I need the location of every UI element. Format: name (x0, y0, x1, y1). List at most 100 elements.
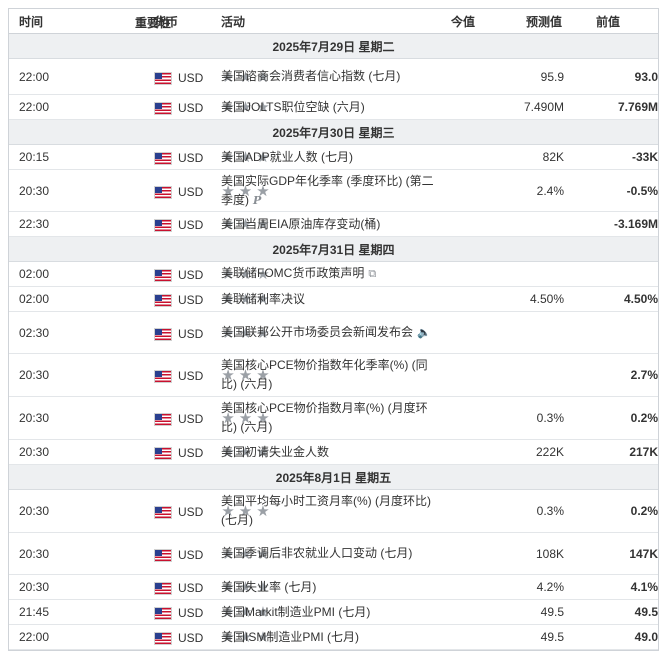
event-name-cell[interactable]: 美国核心PCE物价指数月率(%) (月度环比) (六月) (221, 396, 437, 440)
event-row[interactable]: 22:00 USD ★ ★ ★ 美国JOLTS职位空缺 (六月) 7.490M 7.769M (9, 94, 658, 120)
forecast-value (475, 353, 564, 397)
event-name-cell[interactable]: 美国ADP就业人数 (七月) (221, 144, 437, 170)
date-label: 2025年7月29日 星期二 (9, 33, 658, 59)
event-row[interactable]: 20:30 USD ★ ★ ★ 美国初请失业金人数 222K 217K (9, 439, 658, 465)
currency-code: USD (178, 293, 204, 307)
event-name[interactable]: 美国JOLTS职位空缺 (六月) (221, 99, 365, 114)
event-name[interactable]: 美国失业率 (七月) (221, 579, 317, 594)
event-row[interactable]: 20:30 USD ★ ★ ★ 美国失业率 (七月) 4.2% 4.1% (9, 574, 658, 600)
event-name[interactable]: 美国核心PCE物价指数月率(%) (月度环比) (六月) (221, 401, 428, 434)
event-name-cell[interactable]: 美国初请失业金人数 (221, 439, 437, 465)
event-row[interactable]: 02:00 USD ★ ★ ★ 美联储利率决议 4.50% 4.50% (9, 286, 658, 312)
date-header-row: 2025年7月30日 星期三 (9, 119, 658, 145)
us-flag-icon (154, 607, 172, 621)
currency-cell: USD ★ ★ ★ (87, 261, 270, 287)
event-row[interactable]: 02:30 USD ★ ★ ★ 美国联邦公开市场委员会新闻发布会 🔈 (9, 311, 658, 354)
event-time: 02:00 (9, 286, 87, 312)
event-name-cell[interactable]: 美国核心PCE物价指数年化季率(%) (同比) (六月) (221, 353, 437, 397)
event-name[interactable]: 美联储利率决议 (221, 291, 306, 306)
calendar-body: 2025年7月29日 星期二 22:00 USD ★ ★ ★ 美国谘商会消费者信心指数 (七… (9, 33, 658, 650)
event-name-cell[interactable]: 美国联邦公开市场委员会新闻发布会 🔈 (221, 311, 437, 354)
event-name[interactable]: 美国ISM制造业PMI (七月) (221, 629, 359, 644)
event-time: 20:30 (9, 574, 87, 600)
event-time: 20:30 (9, 489, 87, 533)
currency-cell: USD ★ ★ ★ (87, 169, 270, 212)
event-row[interactable]: 20:15 USD ★ ★ ★ 美国ADP就业人数 (七月) 82K -33K (9, 144, 658, 170)
event-row[interactable]: 22:00 USD ★ ★ ★ 美国谘商会消费者信心指数 (七月) 95.9 93.0 (9, 58, 658, 95)
event-row[interactable]: 20:30 USD ★ ★ ★ 美国季调后非农就业人口变动 (七月) 108K 147K (9, 532, 658, 575)
event-name[interactable]: 美国ADP就业人数 (七月) (221, 149, 354, 164)
speaker-icon[interactable]: 🔈 (417, 326, 431, 339)
event-name[interactable]: 美国核心PCE物价指数年化季率(%) (同比) (六月) (221, 358, 428, 391)
previous-value: 0.2% (564, 489, 658, 533)
previous-value: 0.2% (564, 396, 658, 440)
forecast-value: 108K (475, 532, 564, 575)
currency-cell: USD ★ ★ ★ (87, 396, 270, 440)
currency-code: USD (178, 631, 204, 645)
event-row[interactable]: 20:30 USD ★ ★ ★ 美国核心PCE物价指数年化季率(%) (同比) (六月) 2… (9, 353, 658, 397)
header-time[interactable]: 时间 (9, 9, 87, 34)
actual-value (437, 532, 475, 575)
us-flag-icon (154, 269, 172, 283)
date-label: 2025年7月31日 星期四 (9, 236, 658, 262)
actual-value (437, 574, 475, 600)
us-flag-icon (154, 548, 172, 562)
us-flag-icon (154, 582, 172, 596)
event-name[interactable]: 美国初请失业金人数 (221, 444, 330, 459)
event-name-cell[interactable]: 美联储FOMC货币政策声明 ⧉ (221, 261, 437, 287)
event-name[interactable]: 美国Markit制造业PMI (七月) (221, 604, 371, 619)
event-row[interactable]: 22:00 USD ★ ★ ★ 美国ISM制造业PMI (七月) 49.5 49.0 (9, 624, 658, 650)
us-flag-icon (154, 102, 172, 116)
header-previous[interactable]: 前值 (564, 9, 658, 34)
event-name-cell[interactable]: 美国实际GDP年化季率 (季度环比) (第二季度) P (221, 169, 437, 212)
event-row[interactable]: 20:30 USD ★ ★ ★ 美国实际GDP年化季率 (季度环比) (第二季度) P 2.4… (9, 169, 658, 212)
event-name[interactable]: 美国当周EIA原油库存变动(桶) (221, 216, 381, 231)
header-actual[interactable]: 今值 (437, 9, 475, 34)
header-event[interactable]: 活动 (221, 14, 246, 29)
event-name[interactable]: 美国谘商会消费者信心指数 (七月) (221, 69, 401, 83)
event-name-cell[interactable]: 美国平均每小时工资月率(%) (月度环比) (七月) (221, 489, 437, 533)
header-importance[interactable]: 重要性 (135, 16, 172, 30)
us-flag-icon (154, 71, 172, 85)
forecast-value (475, 261, 564, 287)
event-name[interactable]: 美国实际GDP年化季率 (季度环比) (第二季度) (221, 173, 434, 207)
event-time: 20:15 (9, 144, 87, 170)
event-row[interactable]: 20:30 USD ★ ★ ★ 美国核心PCE物价指数月率(%) (月度环比) (六月) 0… (9, 396, 658, 440)
us-flag-icon (154, 152, 172, 166)
header-currency[interactable]: 货币 (87, 9, 221, 34)
event-name-cell[interactable]: 美国季调后非农就业人口变动 (七月) (221, 532, 437, 575)
header-forecast[interactable]: 预测值 (475, 9, 564, 34)
event-time: 20:30 (9, 353, 87, 397)
previous-value: 49.0 (564, 624, 658, 650)
event-row[interactable]: 21:45 USD ★ ★ ★ 美国Markit制造业PMI (七月) 49.5 49.5 (9, 599, 658, 625)
event-row[interactable]: 20:30 USD ★ ★ ★ 美国平均每小时工资月率(%) (月度环比) (七月) 0.3… (9, 489, 658, 533)
document-icon[interactable]: ⧉ (368, 268, 377, 280)
us-flag-icon (154, 413, 172, 427)
date-label: 2025年8月1日 星期五 (9, 464, 658, 490)
previous-value: 93.0 (564, 58, 658, 95)
event-name[interactable]: 美国联邦公开市场委员会新闻发布会 (221, 324, 414, 339)
currency-cell: USD ★ ★ ★ (87, 286, 270, 312)
event-name-cell[interactable]: 美国失业率 (七月) (221, 574, 437, 600)
actual-value (437, 211, 475, 237)
event-name-cell[interactable]: 美联储利率决议 (221, 286, 437, 312)
event-name[interactable]: 美联储FOMC货币政策声明 (221, 266, 365, 280)
flag-canton (155, 72, 162, 79)
preliminary-icon[interactable]: P (253, 193, 262, 207)
event-name[interactable]: 美国季调后非农就业人口变动 (七月) (221, 546, 413, 560)
previous-value (564, 311, 658, 354)
forecast-value (475, 311, 564, 354)
event-name-cell[interactable]: 美国谘商会消费者信心指数 (七月) (221, 58, 437, 95)
event-row[interactable]: 02:00 USD ★ ★ ★ 美联储FOMC货币政策声明 ⧉ (9, 261, 658, 287)
event-name-cell[interactable]: 美国当周EIA原油库存变动(桶) (221, 211, 437, 237)
forecast-value: 49.5 (475, 624, 564, 650)
event-name-cell[interactable]: 美国ISM制造业PMI (七月) (221, 624, 437, 650)
event-name[interactable]: 美国平均每小时工资月率(%) (月度环比) (七月) (221, 494, 431, 527)
event-row[interactable]: 22:30 USD ★ ★ ★ 美国当周EIA原油库存变动(桶) -3.169M (9, 211, 658, 237)
event-name-cell[interactable]: 美国JOLTS职位空缺 (六月) (221, 94, 437, 120)
currency-code: USD (178, 70, 204, 85)
currency-code: USD (178, 268, 204, 282)
event-name-cell[interactable]: 美国Markit制造业PMI (七月) (221, 599, 437, 625)
actual-value (437, 624, 475, 650)
currency-code: USD (178, 446, 204, 460)
